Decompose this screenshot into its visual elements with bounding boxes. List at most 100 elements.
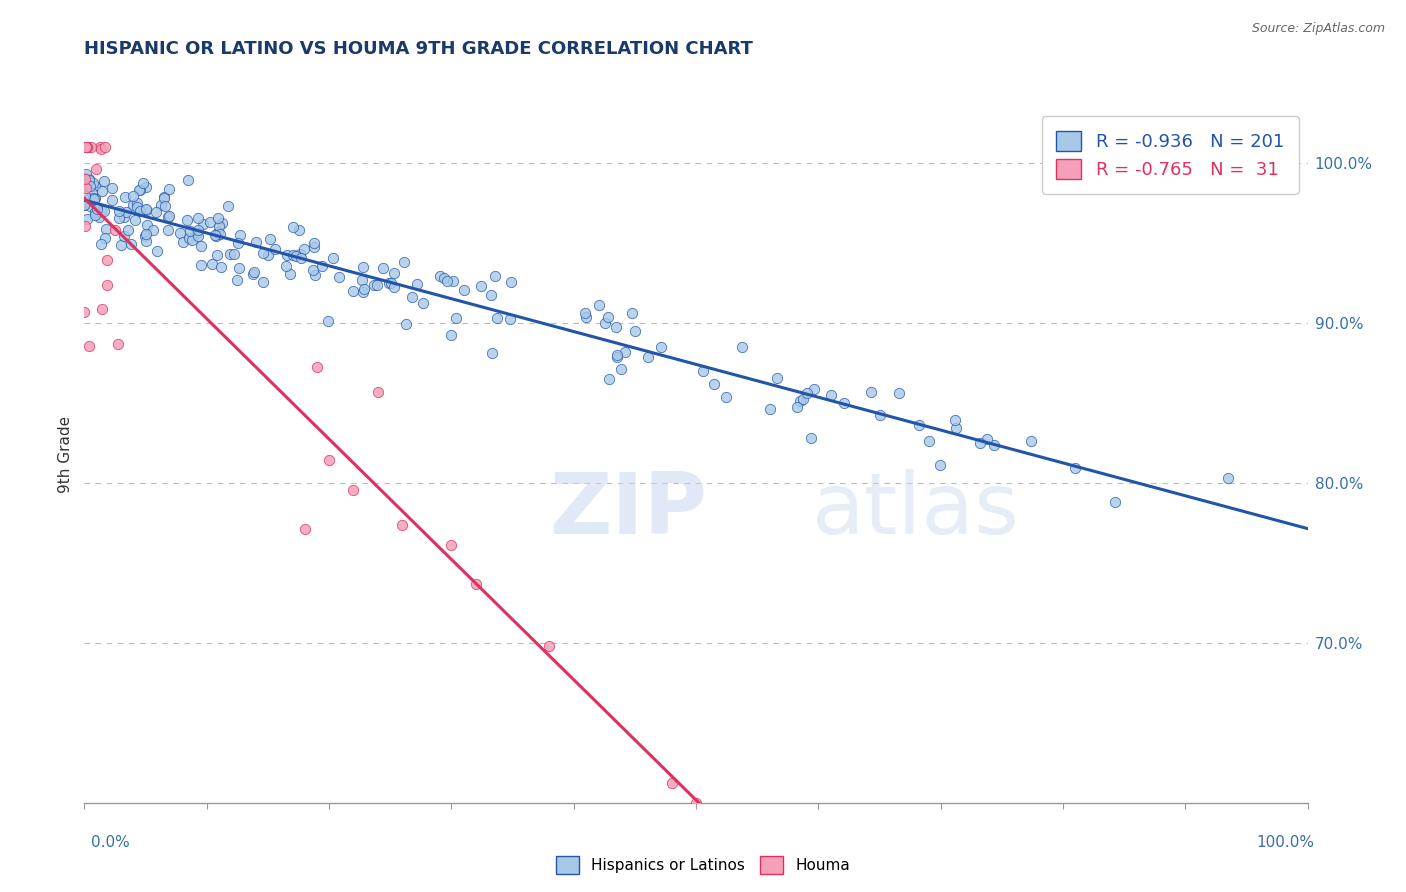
Point [226,235,249,250]
Point [614,345,637,359]
Point [302,263,325,277]
Point [252,245,274,260]
Point [204,228,226,243]
Point [606,348,628,362]
Point [373,261,395,276]
Point [283,248,305,262]
Point [606,350,628,364]
Point [112,210,135,224]
Point [610,361,633,376]
Point [86,202,108,216]
Point [1216,471,1239,485]
Point [73,305,96,319]
Point [90,203,112,218]
Point [281,220,304,235]
Point [129,183,152,197]
Point [208,227,231,241]
Point [228,260,250,275]
Point [384,266,406,280]
Point [200,215,222,229]
Point [350,273,373,287]
Point [89,140,111,154]
Point [153,189,176,203]
Point [128,183,150,197]
Point [96,278,118,293]
Point [73,219,96,234]
Point [77,339,100,353]
Text: 0.0%: 0.0% [91,836,131,850]
Point [135,234,157,248]
Point [792,392,814,407]
Point [83,208,105,222]
Point [207,248,229,262]
Point [803,382,825,396]
Point [342,483,364,497]
Point [758,402,780,417]
Point [485,311,508,326]
Point [96,252,118,267]
Point [304,268,326,283]
Point [108,211,131,226]
Point [322,251,344,265]
Legend: Hispanics or Latinos, Houma: Hispanics or Latinos, Houma [550,850,856,880]
Point [433,271,456,285]
Point [75,171,97,186]
Point [887,386,910,401]
Point [187,211,209,226]
Point [122,197,145,211]
Point [245,235,267,249]
Point [222,246,245,260]
Point [127,200,149,214]
Point [391,518,413,533]
Point [1021,434,1043,449]
Point [328,269,350,284]
Point [83,192,105,206]
Point [79,199,101,213]
Point [624,324,647,338]
Point [93,204,115,219]
Point [193,217,215,231]
Point [380,276,402,290]
Point [135,202,157,216]
Point [605,320,627,334]
Point [132,176,155,190]
Point [117,223,139,237]
Point [367,385,389,400]
Point [444,311,467,326]
Point [464,577,486,591]
Point [440,538,463,552]
Point [94,140,117,154]
Point [598,310,620,325]
Point [304,240,326,254]
Point [77,172,100,186]
Point [257,248,280,262]
Point [73,170,96,185]
Point [90,237,112,252]
Point [976,432,998,446]
Point [209,260,232,274]
Point [76,140,98,154]
Point [177,173,200,187]
Point [91,185,114,199]
Point [77,140,100,154]
Point [352,260,374,275]
Point [84,179,107,194]
Point [107,336,129,351]
Text: atlas: atlas [813,469,1021,552]
Point [311,259,333,273]
Point [91,301,114,316]
Point [114,190,136,204]
Point [187,229,209,244]
Point [135,227,157,241]
Point [929,458,952,473]
Point [114,205,136,219]
Point [401,290,423,304]
Point [75,189,97,203]
Point [342,285,364,299]
Point [945,413,967,427]
Point [73,197,96,211]
Point [574,306,596,320]
Point [243,265,266,279]
Point [263,242,285,256]
Point [294,522,316,536]
